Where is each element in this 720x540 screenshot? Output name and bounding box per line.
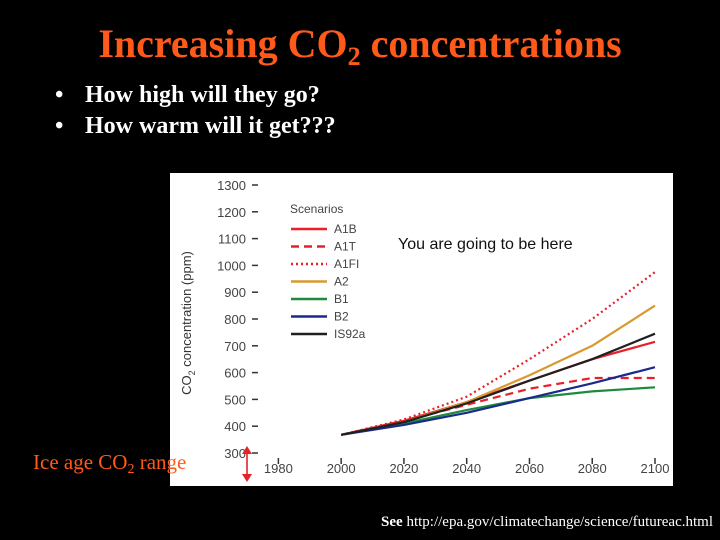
series-line-is92a xyxy=(340,332,656,436)
y-tick-label: 1200 xyxy=(217,205,246,220)
source-url[interactable]: http://epa.gov/climatechange/science/fut… xyxy=(406,514,713,530)
title-subscript: 2 xyxy=(347,42,361,71)
title-prefix: Increasing CO xyxy=(98,21,348,66)
ice-age-label: Ice age CO2 range xyxy=(33,450,186,478)
legend-label: A2 xyxy=(334,275,349,289)
ice-age-subscript: 2 xyxy=(127,462,135,477)
ice-range-arrow-head-down xyxy=(242,474,252,482)
source-reference: See http://epa.gov/climatechange/science… xyxy=(381,514,713,531)
y-tick-label: 900 xyxy=(224,285,246,300)
title-suffix: concentrations xyxy=(360,21,622,66)
series-line-a1t xyxy=(340,376,655,436)
bullet-dot-icon: • xyxy=(55,113,64,139)
ice-age-prefix: Ice age CO xyxy=(33,450,128,474)
legend-title: Scenarios xyxy=(290,202,343,216)
x-tick-label: 2040 xyxy=(452,461,481,476)
y-tick-label: 800 xyxy=(224,312,246,327)
annotation-text: You are going to be here xyxy=(398,236,573,253)
y-tick-label: 1300 xyxy=(217,178,246,193)
y-tick-label: 400 xyxy=(224,419,246,434)
co2-scenario-chart: 300 400 500 600 700 800 900 1000 1100 1200 1300 198… xyxy=(170,173,673,486)
y-axis-label: CO2 concentration (ppm) xyxy=(179,251,197,395)
legend-label: IS92a xyxy=(334,327,366,341)
y-tick-label: 700 xyxy=(224,339,246,354)
y-tick-label: 1100 xyxy=(218,232,246,247)
y-tick-label: 1000 xyxy=(217,258,246,273)
series-line-b2 xyxy=(341,366,656,436)
bullet-text: How high will they go? xyxy=(85,82,320,108)
legend-label: A1T xyxy=(334,240,357,254)
x-tick-label: 2020 xyxy=(389,461,418,476)
x-tick-label: 1980 xyxy=(264,461,293,476)
ice-age-suffix: range xyxy=(134,450,187,474)
y-tick-label: 300 xyxy=(224,446,246,461)
see-label: See xyxy=(381,514,403,530)
legend-label: A1FI xyxy=(334,257,359,271)
x-tick-label: 2060 xyxy=(515,461,544,476)
bullet-list: • How high will they go? • How warm will i… xyxy=(55,80,336,142)
x-tick-label: 2080 xyxy=(578,461,607,476)
chart-background xyxy=(170,173,673,486)
bullet-dot-icon: • xyxy=(55,82,64,108)
legend-label: A1B xyxy=(334,222,357,236)
y-tick-label: 500 xyxy=(224,392,246,407)
bullet-item: • How high will they go? xyxy=(55,80,336,111)
slide-title: Increasing CO2 concentrations xyxy=(0,18,720,83)
legend-label: B2 xyxy=(334,310,349,324)
y-tick-label: 600 xyxy=(224,366,246,381)
bullet-item: • How warm will it get??? xyxy=(55,111,336,142)
x-tick-label: 2100 xyxy=(641,461,670,476)
bullet-text: How warm will it get??? xyxy=(85,113,336,139)
ice-range-arrow-head-up xyxy=(242,446,252,454)
legend-label: B1 xyxy=(334,292,349,306)
x-tick-label: 2000 xyxy=(327,461,356,476)
